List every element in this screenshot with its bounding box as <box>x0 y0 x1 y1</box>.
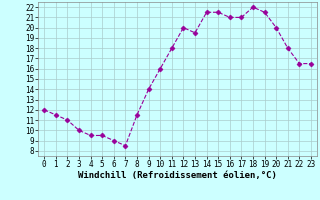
X-axis label: Windchill (Refroidissement éolien,°C): Windchill (Refroidissement éolien,°C) <box>78 171 277 180</box>
